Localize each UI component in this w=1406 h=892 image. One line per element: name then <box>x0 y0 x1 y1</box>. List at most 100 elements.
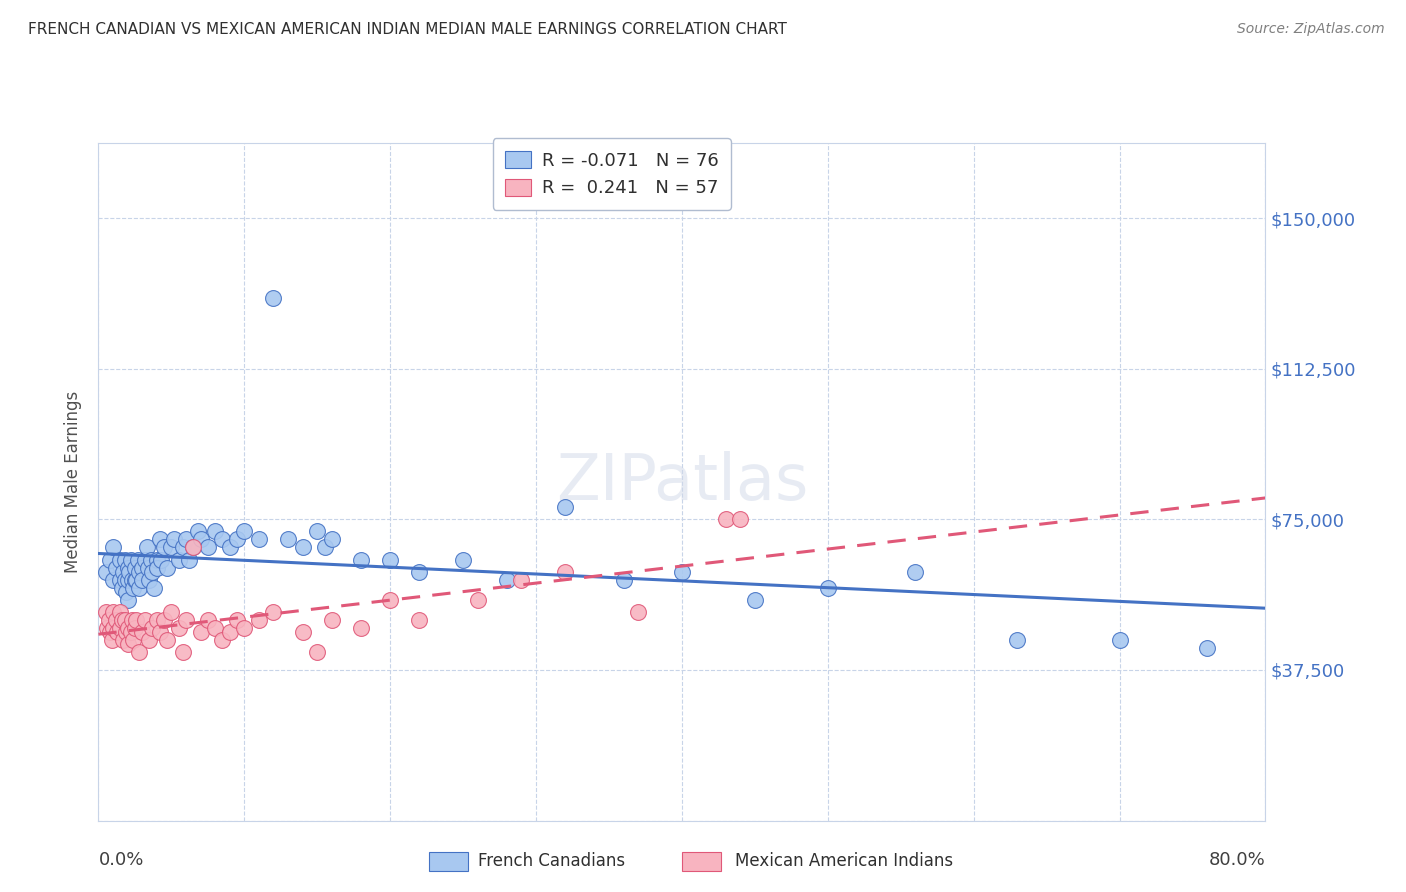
Point <box>307 645 329 659</box>
Point <box>131 560 153 574</box>
Text: 0.0%: 0.0% <box>98 851 143 869</box>
Point <box>153 541 176 555</box>
Point <box>146 552 169 566</box>
Point <box>321 613 343 627</box>
Point <box>149 533 172 547</box>
Point <box>904 565 927 579</box>
Point <box>96 621 118 635</box>
Point <box>554 500 576 515</box>
Point <box>117 560 139 574</box>
Y-axis label: Median Male Earnings: Median Male Earnings <box>65 391 83 573</box>
Point <box>120 624 142 639</box>
Point <box>114 552 136 566</box>
Point <box>204 621 226 635</box>
Point <box>291 541 314 555</box>
Point <box>128 565 150 579</box>
Point <box>172 645 194 659</box>
Point <box>190 624 212 639</box>
Point <box>554 565 576 579</box>
Point <box>117 573 139 587</box>
Point <box>110 573 132 587</box>
Point <box>125 613 148 627</box>
Point <box>247 533 270 547</box>
Point <box>211 533 233 547</box>
Point <box>136 560 159 574</box>
Point <box>135 541 157 555</box>
Point <box>211 632 233 647</box>
Point <box>262 605 284 619</box>
Point <box>408 613 430 627</box>
Point <box>101 605 124 619</box>
Point <box>218 624 240 639</box>
Point <box>378 552 402 566</box>
Point <box>163 533 186 547</box>
Point <box>495 573 517 587</box>
Point <box>291 624 314 639</box>
Point <box>174 533 197 547</box>
Point <box>187 524 209 539</box>
Point <box>138 632 160 647</box>
Legend: R = -0.071   N = 76, R =  0.241   N = 57: R = -0.071 N = 76, R = 0.241 N = 57 <box>494 138 731 211</box>
Point <box>172 541 194 555</box>
Text: FRENCH CANADIAN VS MEXICAN AMERICAN INDIAN MEDIAN MALE EARNINGS CORRELATION CHAR: FRENCH CANADIAN VS MEXICAN AMERICAN INDI… <box>28 22 787 37</box>
Point <box>167 621 190 635</box>
Point <box>124 573 146 587</box>
Point <box>226 613 249 627</box>
Point <box>122 581 145 595</box>
Point <box>110 605 132 619</box>
Point <box>307 524 329 539</box>
Point <box>1195 640 1218 655</box>
Point <box>218 541 240 555</box>
Point <box>160 541 183 555</box>
Point <box>131 573 153 587</box>
Point <box>112 565 135 579</box>
Point <box>714 512 737 526</box>
Point <box>262 292 284 306</box>
Point <box>122 632 145 647</box>
Text: ZIPatlas: ZIPatlas <box>555 450 808 513</box>
Point <box>120 552 142 566</box>
Point <box>98 624 121 639</box>
Point <box>111 613 134 627</box>
Point <box>141 621 163 635</box>
Point <box>197 541 219 555</box>
Point <box>408 565 430 579</box>
Text: French Canadians: French Canadians <box>478 852 626 870</box>
Point <box>125 573 148 587</box>
Point <box>142 581 165 595</box>
Point <box>101 541 124 555</box>
Point <box>146 560 169 574</box>
Point <box>612 573 634 587</box>
Point <box>728 512 751 526</box>
Point <box>744 592 766 607</box>
Point <box>350 621 373 635</box>
Point <box>124 621 146 635</box>
Text: 80.0%: 80.0% <box>1209 851 1265 869</box>
Point <box>146 613 169 627</box>
Point <box>314 541 336 555</box>
Point <box>156 632 179 647</box>
Point <box>167 552 190 566</box>
Point <box>101 573 124 587</box>
Point <box>111 581 134 595</box>
Point <box>131 624 153 639</box>
Point <box>118 565 141 579</box>
Point <box>233 621 256 635</box>
Point <box>124 560 146 574</box>
Point <box>110 552 132 566</box>
Point <box>177 552 200 566</box>
Point <box>156 560 179 574</box>
Point <box>226 533 249 547</box>
Point <box>150 552 173 566</box>
Point <box>112 632 135 647</box>
Point <box>117 637 139 651</box>
Point <box>128 645 150 659</box>
Point <box>117 592 139 607</box>
Point <box>321 533 343 547</box>
Point <box>128 581 150 595</box>
Point <box>117 621 139 635</box>
Point <box>378 592 402 607</box>
Point <box>467 592 489 607</box>
Point <box>101 621 124 635</box>
Point <box>160 605 183 619</box>
